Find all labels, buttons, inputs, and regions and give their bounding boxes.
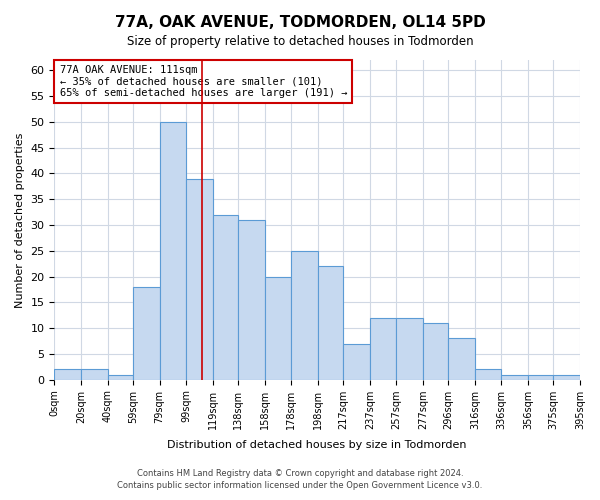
Bar — [475, 370, 502, 380]
Bar — [265, 276, 291, 380]
Bar — [397, 318, 423, 380]
X-axis label: Distribution of detached houses by size in Todmorden: Distribution of detached houses by size … — [167, 440, 467, 450]
Text: 77A, OAK AVENUE, TODMORDEN, OL14 5PD: 77A, OAK AVENUE, TODMORDEN, OL14 5PD — [115, 15, 485, 30]
Y-axis label: Number of detached properties: Number of detached properties — [15, 132, 25, 308]
Bar — [55, 370, 81, 380]
Bar — [423, 323, 448, 380]
Bar — [81, 370, 107, 380]
Bar — [553, 374, 580, 380]
Bar — [160, 122, 186, 380]
Text: Size of property relative to detached houses in Todmorden: Size of property relative to detached ho… — [127, 35, 473, 48]
Bar — [107, 374, 133, 380]
Bar — [528, 374, 553, 380]
Bar — [448, 338, 475, 380]
Bar — [343, 344, 370, 380]
Bar — [213, 214, 238, 380]
Bar — [502, 374, 528, 380]
Bar — [133, 287, 160, 380]
Bar — [238, 220, 265, 380]
Text: 77A OAK AVENUE: 111sqm
← 35% of detached houses are smaller (101)
65% of semi-de: 77A OAK AVENUE: 111sqm ← 35% of detached… — [59, 65, 347, 98]
Bar — [318, 266, 343, 380]
Bar — [291, 251, 318, 380]
Bar — [370, 318, 397, 380]
Text: Contains HM Land Registry data © Crown copyright and database right 2024.
Contai: Contains HM Land Registry data © Crown c… — [118, 468, 482, 490]
Bar — [186, 178, 213, 380]
